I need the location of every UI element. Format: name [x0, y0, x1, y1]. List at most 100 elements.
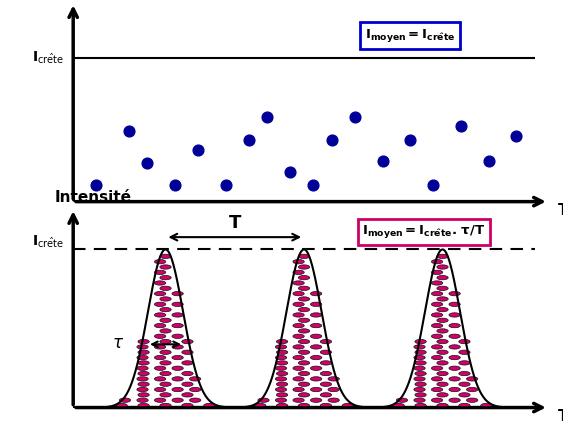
- Circle shape: [298, 286, 310, 290]
- Circle shape: [119, 398, 131, 402]
- Circle shape: [160, 265, 171, 269]
- Circle shape: [298, 275, 310, 280]
- Circle shape: [298, 308, 310, 312]
- Circle shape: [298, 350, 310, 354]
- Text: $\tau$: $\tau$: [112, 333, 124, 351]
- Circle shape: [276, 382, 288, 387]
- Circle shape: [459, 361, 470, 365]
- Circle shape: [431, 291, 443, 296]
- Circle shape: [293, 334, 304, 338]
- Circle shape: [137, 377, 148, 381]
- Circle shape: [275, 366, 287, 370]
- Point: [327, 137, 336, 144]
- Circle shape: [310, 323, 322, 328]
- Circle shape: [449, 323, 461, 328]
- Circle shape: [449, 377, 461, 381]
- Circle shape: [431, 281, 443, 285]
- Circle shape: [154, 302, 166, 306]
- Circle shape: [137, 355, 148, 360]
- Circle shape: [459, 339, 470, 344]
- Circle shape: [137, 345, 148, 349]
- Circle shape: [320, 361, 332, 365]
- Circle shape: [431, 270, 443, 275]
- Point: [244, 137, 253, 144]
- Circle shape: [298, 329, 310, 333]
- Circle shape: [431, 366, 443, 370]
- Circle shape: [393, 403, 404, 408]
- Text: Temps: Temps: [558, 409, 563, 424]
- Text: $\mathbf{I_{moyen} = I_{cr\hat{e}te}}$: $\mathbf{I_{moyen} = I_{cr\hat{e}te}}$: [365, 27, 455, 44]
- Circle shape: [449, 345, 461, 349]
- Circle shape: [138, 350, 149, 354]
- Circle shape: [415, 350, 426, 354]
- Circle shape: [276, 339, 288, 344]
- Circle shape: [154, 334, 166, 338]
- Circle shape: [320, 350, 332, 354]
- Circle shape: [138, 372, 149, 376]
- Circle shape: [275, 398, 287, 402]
- Circle shape: [431, 334, 443, 338]
- Circle shape: [414, 355, 425, 360]
- Point: [350, 113, 359, 120]
- Circle shape: [172, 366, 184, 370]
- Circle shape: [182, 393, 193, 397]
- Text: $\mathbf{I_{moyen} = I_{cr\hat{e}te}.\,\tau/T}$: $\mathbf{I_{moyen} = I_{cr\hat{e}te}.\,\…: [363, 224, 486, 240]
- Circle shape: [415, 361, 426, 365]
- Circle shape: [320, 403, 332, 408]
- Point: [170, 182, 179, 189]
- Circle shape: [414, 366, 425, 370]
- Circle shape: [449, 313, 461, 317]
- Circle shape: [293, 398, 304, 402]
- Circle shape: [437, 361, 448, 365]
- Circle shape: [320, 382, 332, 387]
- Circle shape: [437, 318, 448, 323]
- Circle shape: [172, 355, 184, 360]
- Circle shape: [298, 372, 310, 376]
- Circle shape: [437, 286, 448, 290]
- Circle shape: [172, 334, 184, 338]
- Circle shape: [160, 382, 171, 387]
- Point: [221, 182, 230, 189]
- Circle shape: [182, 382, 193, 387]
- Circle shape: [154, 387, 166, 392]
- Circle shape: [431, 302, 443, 306]
- Circle shape: [154, 398, 166, 402]
- Circle shape: [298, 361, 310, 365]
- Circle shape: [298, 254, 310, 259]
- Circle shape: [310, 334, 322, 338]
- Circle shape: [276, 361, 288, 365]
- Circle shape: [298, 382, 310, 387]
- Circle shape: [437, 372, 448, 376]
- Point: [457, 123, 466, 130]
- Circle shape: [160, 339, 171, 344]
- Point: [142, 160, 151, 167]
- Circle shape: [275, 377, 287, 381]
- Circle shape: [182, 339, 193, 344]
- Circle shape: [310, 366, 322, 370]
- Circle shape: [154, 291, 166, 296]
- Circle shape: [172, 291, 184, 296]
- Point: [92, 182, 101, 189]
- Circle shape: [160, 318, 171, 323]
- Circle shape: [459, 403, 470, 408]
- Circle shape: [298, 265, 310, 269]
- Circle shape: [467, 387, 478, 392]
- Circle shape: [293, 281, 304, 285]
- Circle shape: [414, 377, 425, 381]
- Point: [429, 182, 438, 189]
- Circle shape: [293, 355, 304, 360]
- Circle shape: [310, 398, 322, 402]
- Circle shape: [172, 377, 184, 381]
- Circle shape: [310, 377, 322, 381]
- Circle shape: [276, 403, 288, 408]
- Circle shape: [437, 254, 448, 259]
- Text: T: T: [229, 214, 241, 232]
- Circle shape: [172, 323, 184, 328]
- Circle shape: [190, 387, 201, 392]
- Circle shape: [275, 387, 287, 392]
- Circle shape: [258, 398, 269, 402]
- Circle shape: [137, 387, 148, 392]
- Circle shape: [182, 350, 193, 354]
- Circle shape: [293, 323, 304, 328]
- Circle shape: [154, 345, 166, 349]
